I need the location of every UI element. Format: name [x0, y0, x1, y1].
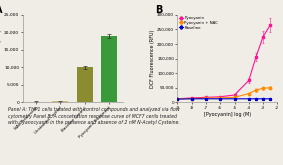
X-axis label: [Pyocyanin] log (M): [Pyocyanin] log (M) — [204, 112, 251, 117]
Bar — [52, 101, 68, 102]
Legend: Pyocyanin, Pyocyanin + NAC, Baseline: Pyocyanin, Pyocyanin + NAC, Baseline — [178, 16, 219, 30]
Text: A: A — [0, 5, 2, 15]
Bar — [101, 36, 117, 102]
Y-axis label: DCF Fluorescence (RFU): DCF Fluorescence (RFU) — [150, 29, 155, 88]
Text: B: B — [155, 5, 163, 15]
Text: Panel A: THP1 cells treated with control compounds and analyzed via flow
cytomet: Panel A: THP1 cells treated with control… — [8, 107, 180, 125]
Y-axis label: DCF Fluorescence (MFI): DCF Fluorescence (MFI) — [0, 30, 2, 87]
Bar — [77, 67, 93, 102]
